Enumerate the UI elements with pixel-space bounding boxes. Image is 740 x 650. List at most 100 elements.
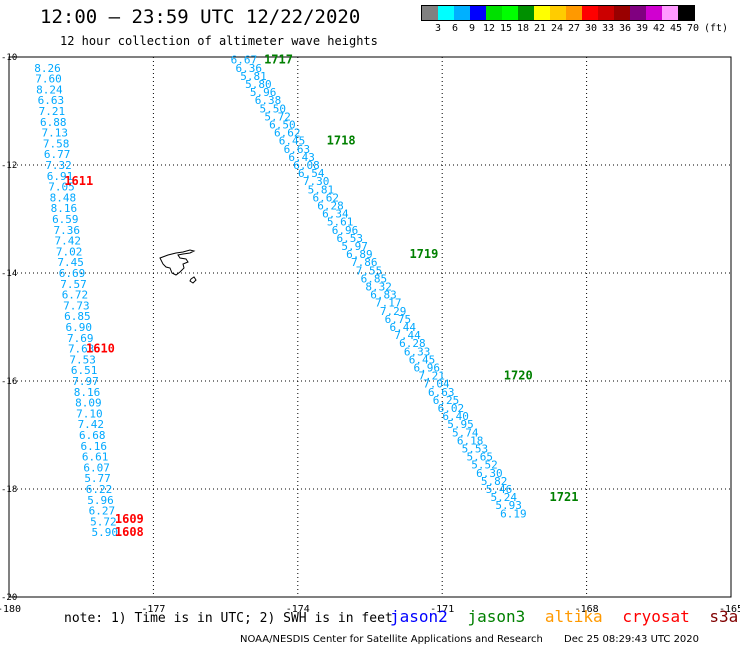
legend-level-label: 27	[567, 23, 581, 34]
legend-level-label: 30	[584, 23, 598, 34]
swh-value: 6.43	[288, 151, 315, 164]
legend-swatch	[486, 6, 502, 20]
legend-swatch	[582, 6, 598, 20]
swh-value: 5.82	[481, 475, 508, 488]
x-tick-label: -177	[141, 604, 165, 615]
swh-value: 6.02	[438, 402, 465, 415]
time-label: 1721	[550, 490, 579, 504]
swh-value: 7.32	[45, 159, 72, 172]
x-tick-label: -174	[286, 604, 310, 615]
island-outline	[159, 249, 197, 284]
swh-value: 6.51	[71, 364, 98, 377]
y-tick-label: -18	[1, 485, 17, 495]
swh-value: 6.75	[385, 313, 412, 326]
swh-value: 7.69	[67, 332, 94, 345]
chart-subtitle: 12 hour collection of altimeter wave hei…	[60, 34, 378, 48]
y-tick-label: -16	[1, 377, 17, 387]
swh-value: 6.16	[80, 440, 107, 453]
swh-value: 7.60	[35, 73, 62, 86]
swh-value: 6.33	[404, 345, 431, 358]
swh-value: 6.19	[500, 507, 527, 520]
x-tick-label: -180	[0, 604, 21, 615]
swh-value: 6.40	[442, 410, 469, 423]
swh-value: 7.97	[72, 375, 99, 388]
swh-value: 8.48	[50, 191, 77, 204]
swh-value: 6.63	[428, 386, 455, 399]
axis-labels: -180 -177 -174 -171 -168 -165 -10 -12 -14 -16 -18 -…	[0, 53, 740, 615]
swh-value: 5.52	[471, 459, 498, 472]
swh-value: 8.24	[36, 83, 63, 96]
legend-swatch	[646, 6, 662, 20]
legend-level-label: 18	[516, 23, 530, 34]
swh-value: 6.08	[293, 159, 320, 172]
swh-value: 6.34	[322, 208, 349, 221]
time-label: 1718	[327, 134, 356, 148]
y-tick-label: -20	[1, 593, 17, 603]
swh-value: 5.81	[308, 183, 335, 196]
timestamp: Dec 25 08:29:43 UTC 2020	[564, 634, 700, 645]
swh-value: 6.62	[312, 191, 339, 204]
swh-value: 7.44	[394, 329, 421, 342]
swh-value: 7.04	[423, 378, 450, 391]
swh-value: 6.85	[361, 272, 388, 285]
swh-value: 6.72	[62, 289, 89, 302]
time-label: 1611	[64, 174, 93, 188]
swh-value: 6.22	[86, 483, 113, 496]
swh-value: 6.25	[433, 394, 460, 407]
swh-value: 7.30	[303, 175, 330, 188]
plot-border	[8, 56, 732, 598]
legend-unit: (ft)	[703, 23, 729, 34]
y-tick-label: -14	[1, 269, 17, 279]
swh-value: 7.63	[68, 343, 95, 356]
legend-level-label: 12	[482, 23, 496, 34]
legend-level-label: 42	[652, 23, 666, 34]
swh-value: 6.54	[298, 167, 325, 180]
swh-value: 7.42	[54, 235, 81, 248]
legend-swatch	[534, 6, 550, 20]
satellite-legend: jason2 jason3 altika cryosat s3a	[390, 607, 740, 626]
swh-value: 5.80	[245, 78, 272, 91]
swh-value: 5.65	[466, 451, 493, 464]
swh-value: 6.77	[44, 148, 71, 161]
time-label: 1609	[115, 512, 144, 526]
swh-value: 8.09	[75, 397, 102, 410]
swh-value: 5.46	[486, 483, 513, 496]
swh-value: 7.58	[43, 137, 70, 150]
swh-value: 6.91	[47, 170, 74, 183]
legend-swatch	[454, 6, 470, 20]
swh-value: 7.55	[356, 264, 383, 277]
swh-value: 8.16	[51, 202, 78, 215]
swh-value: 5.93	[495, 499, 522, 512]
time-label: 1608	[115, 525, 144, 539]
legend-swatch	[566, 6, 582, 20]
sat-s3a: s3a	[709, 607, 739, 626]
swh-value: 6.07	[83, 461, 110, 474]
swh-value: 5.90	[92, 526, 119, 539]
swh-value: 7.17	[375, 297, 402, 310]
swh-value: 7.42	[78, 418, 105, 431]
swh-value: 6.61	[82, 451, 109, 464]
legend-level-label: 24	[550, 23, 564, 34]
credit-text: NOAA/NESDIS Center for Satellite Applica…	[240, 634, 543, 645]
swh-value: 7.57	[60, 278, 87, 291]
swh-value: 6.89	[346, 248, 373, 261]
sat-altika: altika	[544, 607, 603, 626]
y-tick-label: -12	[1, 161, 17, 171]
swh-value: 6.38	[255, 94, 282, 107]
swh-value: 7.86	[351, 256, 378, 269]
swh-value: 6.18	[457, 434, 484, 447]
legend-swatches	[421, 5, 695, 21]
swh-value: 7.29	[380, 305, 407, 318]
swh-value: 5.95	[447, 418, 474, 431]
swh-value: 5.72	[90, 515, 117, 528]
swh-value: 6.36	[235, 62, 262, 75]
swh-value: 6.96	[414, 362, 441, 375]
sat-jason3: jason3	[467, 607, 526, 626]
legend-level-label: 45	[669, 23, 683, 34]
credit-line: NOAA/NESDIS Center for Satellite Applica…	[240, 634, 699, 645]
time-label: 1717	[264, 53, 293, 67]
swh-value: 5.81	[240, 70, 267, 83]
swh-value: 6.45	[279, 135, 306, 148]
swh-value: 6.85	[64, 310, 91, 323]
